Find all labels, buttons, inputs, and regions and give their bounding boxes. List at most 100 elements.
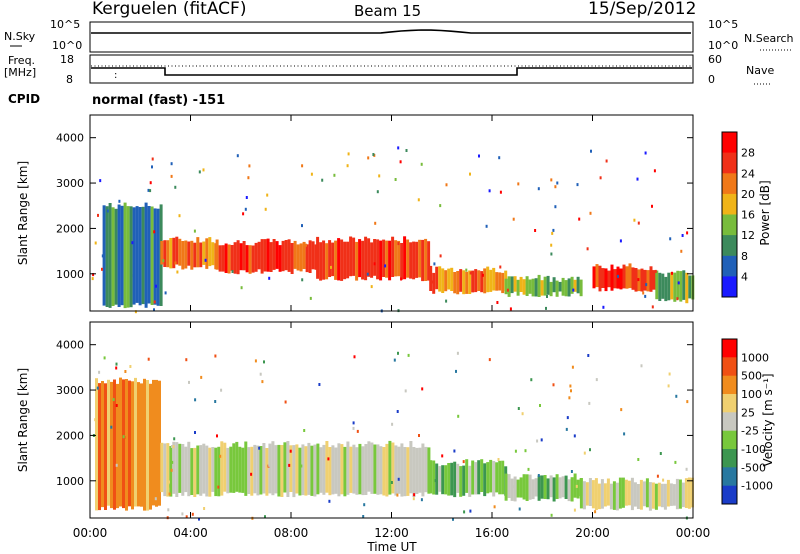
data-cell xyxy=(325,243,329,280)
data-speckle xyxy=(413,493,416,497)
data-speckle xyxy=(654,269,657,273)
data-cell xyxy=(370,242,374,278)
data-cell xyxy=(477,460,481,495)
date-title: 15/Sep/2012 xyxy=(588,0,696,19)
data-cell xyxy=(471,460,475,495)
data-cell xyxy=(525,474,529,501)
data-cell xyxy=(552,277,556,293)
data-cell xyxy=(549,475,553,498)
data-cell xyxy=(296,244,300,271)
data-speckle xyxy=(168,492,171,496)
colorbar-tick-label: -1000 xyxy=(741,480,773,493)
data-speckle xyxy=(397,477,400,481)
data-cell xyxy=(570,477,574,502)
data-cell xyxy=(275,241,279,269)
data-speckle xyxy=(552,383,555,387)
data-speckle xyxy=(155,284,157,288)
data-cell xyxy=(567,479,571,502)
data-cell xyxy=(221,245,225,272)
data-cell xyxy=(619,268,623,290)
data-cell xyxy=(116,383,119,509)
data-cell xyxy=(178,238,182,266)
data-cell xyxy=(220,441,224,496)
nave-tick-top: 60 xyxy=(708,53,722,66)
velocity-colorbar-label: Velocity [m s⁻¹] xyxy=(761,373,775,466)
data-speckle xyxy=(512,485,514,489)
data-cell xyxy=(492,267,496,291)
colorbar-swatch xyxy=(722,357,737,377)
data-speckle xyxy=(164,291,167,295)
data-cell xyxy=(603,483,607,507)
xtick-label: 16:00 xyxy=(475,526,510,540)
data-speckle xyxy=(110,425,113,429)
data-cell xyxy=(489,459,493,493)
data-cell xyxy=(278,245,282,272)
data-cell xyxy=(543,276,547,296)
data-speckle xyxy=(194,398,197,402)
data-speckle xyxy=(680,249,683,253)
data-speckle xyxy=(499,265,502,269)
data-speckle xyxy=(590,149,592,153)
data-cell xyxy=(385,240,389,278)
data-speckle xyxy=(391,422,394,426)
data-speckle xyxy=(570,389,572,393)
data-cell xyxy=(352,237,356,276)
data-speckle xyxy=(289,449,292,453)
data-cell xyxy=(424,446,428,493)
data-cell xyxy=(265,448,269,496)
data-cell xyxy=(643,269,647,291)
data-cell xyxy=(178,443,182,493)
data-cell xyxy=(150,206,154,305)
data-speckle xyxy=(356,429,359,433)
data-speckle xyxy=(122,435,125,439)
data-speckle xyxy=(456,351,459,355)
data-cell xyxy=(591,480,595,509)
data-speckle xyxy=(617,274,619,278)
data-cell xyxy=(175,442,179,497)
data-cell xyxy=(471,270,475,293)
data-cell xyxy=(105,206,109,307)
data-cell xyxy=(260,239,264,274)
data-cell xyxy=(676,270,680,300)
ytick-label: 4000 xyxy=(56,339,84,352)
data-speckle xyxy=(200,375,203,379)
data-cell xyxy=(609,483,613,510)
data-speckle xyxy=(686,400,689,404)
data-speckle xyxy=(605,159,608,163)
data-speckle xyxy=(242,212,245,216)
data-speckle xyxy=(318,383,321,386)
data-cell xyxy=(251,245,255,273)
data-speckle xyxy=(363,503,366,507)
data-speckle xyxy=(671,271,673,275)
data-cell xyxy=(208,447,212,497)
data-cell xyxy=(501,460,505,495)
data-speckle xyxy=(455,369,457,373)
data-speckle xyxy=(330,265,332,269)
data-cell xyxy=(634,268,638,292)
colorbar-tick-label: 4 xyxy=(741,270,748,283)
data-cell xyxy=(196,237,200,268)
data-cell xyxy=(468,465,472,497)
data-cell xyxy=(274,445,278,494)
nave-tick-bottom: 0 xyxy=(708,73,715,86)
data-cell xyxy=(211,447,215,492)
data-cell xyxy=(232,443,236,493)
data-speckle xyxy=(496,301,499,304)
data-speckle xyxy=(204,258,207,262)
data-speckle xyxy=(453,449,456,453)
data-cell xyxy=(483,463,487,497)
data-speckle xyxy=(333,173,336,177)
data-speckle xyxy=(651,204,653,208)
ytick-label: 2000 xyxy=(56,222,84,235)
data-speckle xyxy=(667,384,670,388)
data-speckle xyxy=(301,278,304,282)
colorbar-tick-label: 8 xyxy=(741,250,748,263)
data-cell xyxy=(522,474,526,500)
nsearch-tick-top: 10^5 xyxy=(708,18,738,31)
nsky-tick-bottom: 10^0 xyxy=(52,39,82,52)
colorbar-tick-label: -100 xyxy=(741,443,766,456)
data-cell xyxy=(444,270,448,292)
data-cell xyxy=(483,268,487,294)
velocity-ylabel: Slant Range [km] xyxy=(16,368,30,472)
data-speckle xyxy=(370,285,373,289)
